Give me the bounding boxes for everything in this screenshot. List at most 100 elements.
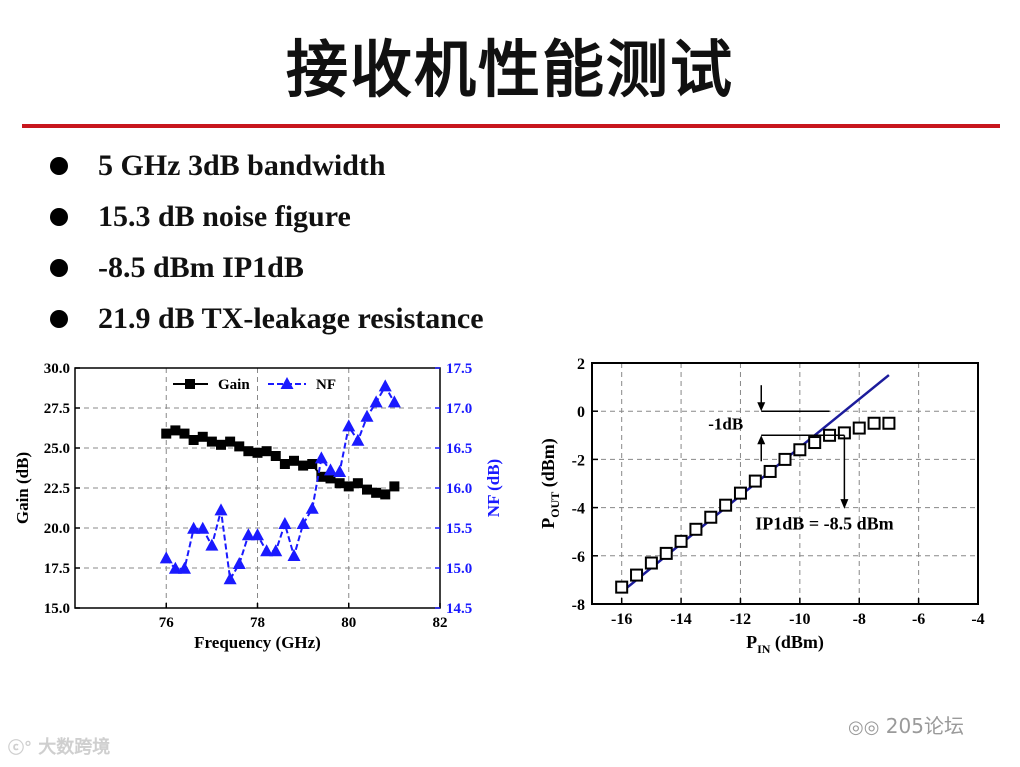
wechat-icon: ◎◎ [848, 717, 880, 738]
title-divider [22, 124, 1000, 128]
x-tick-label: 82 [433, 615, 448, 631]
measured-point [719, 498, 733, 512]
gain-point [371, 487, 382, 498]
gain-point [243, 446, 254, 457]
x-tick-label: -4 [971, 611, 984, 628]
bullet-text: -8.5 dBm IP1dB [98, 251, 304, 284]
x-tick-label: -16 [611, 611, 632, 628]
x-axis-label: Frequency (GHz) [194, 633, 321, 652]
gain-point [270, 451, 281, 461]
pout-pin-chart: -16 -14 -12 -10 -8 -6 -4 -8 -6 -4 -2 0 2 PIN (dBm) POU… [538, 356, 985, 656]
nf-point [232, 557, 246, 569]
y-tick-label: 15.0 [44, 601, 70, 617]
nf-point [287, 549, 301, 561]
nf-point [159, 551, 173, 564]
watermark-left-text: 大数跨境 [38, 737, 111, 758]
nf-point [278, 517, 292, 529]
y-axis-label: Gain (dB) [13, 452, 32, 524]
bullet-text: 15.3 dB noise figure [98, 200, 351, 233]
bullet-text: 5 GHz 3dB bandwidth [98, 149, 386, 182]
bullet-text: 21.9 dB TX-leakage resistance [98, 302, 484, 335]
gain-point [380, 489, 391, 500]
gain-point [179, 428, 190, 439]
gain-point [216, 439, 226, 450]
ip1db-arrow-icon [840, 499, 849, 509]
y2-tick-label: 17.0 [446, 401, 472, 417]
nf-point [333, 465, 347, 477]
slide-title: 接收机性能测试 [285, 33, 734, 106]
nf-point [178, 561, 191, 574]
plot-frame [591, 362, 979, 605]
legend-nf-marker [280, 377, 294, 389]
measured-point [733, 486, 747, 500]
legend-gain-marker [185, 379, 195, 389]
gain-point [161, 428, 172, 439]
x-tick-label: 78 [250, 615, 265, 631]
gain-point [289, 455, 299, 466]
legend-gain-label: Gain [218, 377, 250, 393]
bullet-dot-icon [50, 259, 68, 277]
gain-point [316, 471, 327, 482]
arrow-down-icon [757, 402, 766, 412]
gain-point [170, 425, 181, 436]
bullet-dot-icon [50, 310, 68, 328]
gain-point [325, 473, 336, 484]
x-tick-label: 76 [159, 615, 175, 631]
y2-tick-label: 17.5 [446, 361, 472, 377]
nf-point [305, 501, 319, 514]
measured-point [748, 474, 762, 488]
measured-point [867, 416, 881, 430]
y2-tick-label: 15.0 [446, 561, 472, 577]
gain-point [234, 441, 245, 452]
nf-point [324, 463, 337, 476]
x-tick-label: -14 [670, 611, 691, 628]
measured-point [793, 443, 807, 457]
nf-point [251, 528, 264, 541]
gain-point [261, 446, 272, 457]
x-tick-label: -8 [853, 611, 866, 628]
measured-point [704, 510, 718, 524]
gain-point [352, 478, 363, 489]
y-tick-label: -6 [572, 549, 585, 566]
measured-point [615, 580, 629, 594]
y2-tick-label: 16.5 [446, 441, 472, 457]
legend-nf-label: NF [316, 377, 336, 393]
gain-point [279, 459, 290, 469]
y-tick-label: -8 [572, 597, 585, 614]
nf-point [351, 433, 365, 446]
y-tick-label: 0 [577, 404, 585, 421]
y-tick-label: -2 [572, 452, 585, 469]
gain-point [389, 481, 400, 492]
bullet-dot-icon [50, 208, 68, 226]
gain-point [206, 436, 217, 447]
y-axis-label: POUT (dBm) [538, 438, 562, 529]
nf-point [187, 521, 201, 534]
gain-point [307, 459, 318, 469]
nf-point [196, 521, 210, 534]
gain-point [343, 481, 354, 492]
nf-point [387, 395, 401, 408]
nf-point [205, 538, 219, 551]
nf-point [296, 517, 310, 529]
measured-point [763, 464, 777, 478]
nf-point [269, 544, 283, 557]
y2-tick-label: 16.0 [446, 481, 472, 497]
y-tick-label: 25.0 [44, 441, 70, 457]
watermark-logo-icon: ⓒ° [8, 738, 33, 757]
measured-point [659, 546, 673, 560]
gain-point [252, 447, 263, 458]
watermark-right: ◎◎ 205论坛 [848, 710, 964, 739]
y-tick-label: 2 [577, 356, 585, 373]
y-tick-label: -4 [572, 501, 585, 518]
gain-point [298, 460, 309, 471]
gain-point [225, 436, 236, 447]
arrow-up-icon [757, 435, 766, 445]
nf-point [314, 451, 328, 464]
measured-point [674, 534, 688, 548]
y-tick-label: 27.5 [44, 401, 70, 417]
nf-point [369, 395, 383, 408]
nf-point [360, 409, 374, 422]
gain-point [188, 435, 199, 445]
x-axis-label: PIN (dBm) [746, 632, 824, 656]
y-tick-label: 22.5 [44, 481, 70, 497]
